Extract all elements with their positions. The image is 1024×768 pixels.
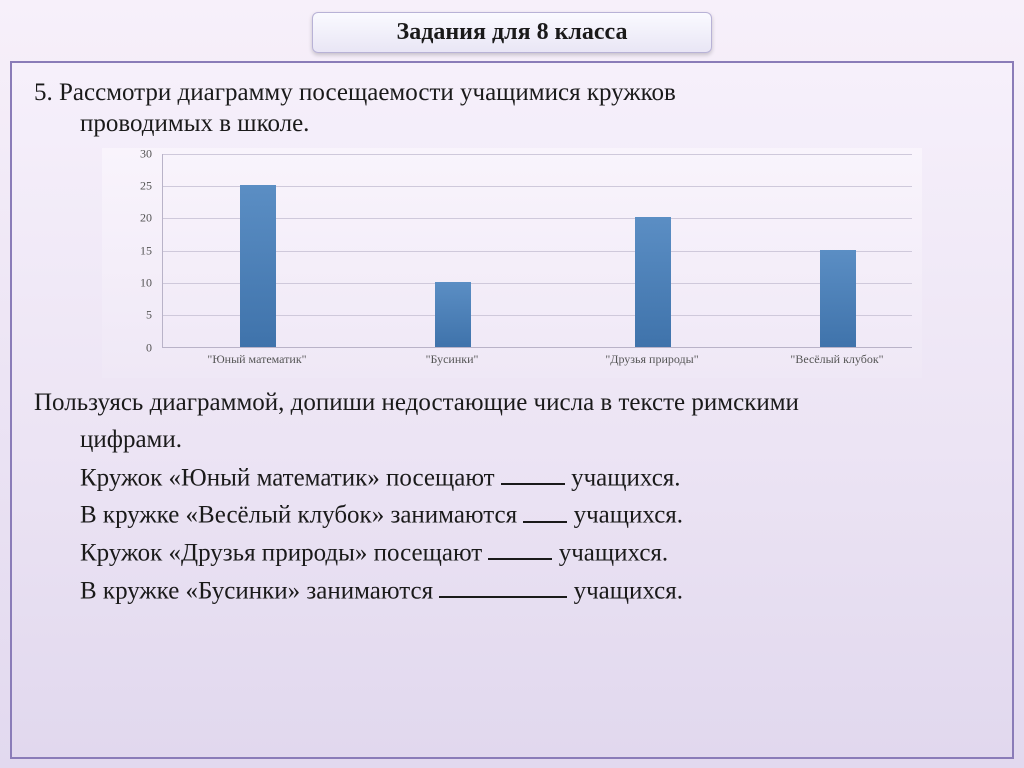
content-panel: 5. Рассмотри диаграмму посещаемости учащ…: [10, 61, 1014, 759]
q3-pre: Кружок «Друзья природы» посещают: [80, 539, 488, 566]
q1-post: учащихся.: [571, 464, 680, 491]
y-tick-label: 30: [140, 146, 152, 161]
q4-blank[interactable]: [439, 572, 567, 598]
instructions-line-1: Пользуясь диаграммой, допиши недостающие…: [34, 389, 799, 416]
q3-post: учащихся.: [559, 539, 668, 566]
chart-gridline: [163, 154, 912, 155]
q2-post: учащихся.: [574, 502, 683, 529]
q1-blank[interactable]: [501, 459, 565, 485]
x-tick-label: "Бусинки": [426, 352, 479, 367]
chart-plot-area: [162, 154, 912, 348]
question-4: В кружке «Бусинки» занимаются учащихся.: [34, 572, 990, 610]
question-1: Кружок «Юный математик» посещают учащихс…: [34, 459, 990, 497]
y-tick-label: 15: [140, 243, 152, 258]
x-tick-label: "Друзья природы": [605, 352, 698, 367]
chart-bar: [820, 250, 856, 347]
q4-pre: В кружке «Бусинки» занимаются: [80, 577, 439, 604]
instructions-line-2: цифрами.: [34, 421, 990, 459]
chart-bar: [240, 185, 276, 347]
prompt-line-1: 5. Рассмотри диаграмму посещаемости учащ…: [34, 79, 676, 106]
attendance-chart: 0 5 10 15 20 25 30 "Юный математик" "Бусинки" "Д…: [102, 148, 922, 378]
q4-post: учащихся.: [574, 577, 683, 604]
y-tick-label: 25: [140, 178, 152, 193]
task-prompt: 5. Рассмотри диаграмму посещаемости учащ…: [34, 77, 990, 140]
q2-pre: В кружке «Весёлый клубок» занимаются: [80, 502, 523, 529]
y-tick-label: 20: [140, 211, 152, 226]
q1-pre: Кружок «Юный математик» посещают: [80, 464, 501, 491]
chart-bar: [635, 217, 671, 346]
q3-blank[interactable]: [488, 534, 552, 560]
page-title: Задания для 8 класса: [312, 12, 712, 53]
y-tick-label: 10: [140, 275, 152, 290]
y-axis-ticks: 051015202530: [102, 148, 156, 348]
q2-blank[interactable]: [523, 496, 567, 522]
y-tick-label: 0: [146, 340, 152, 355]
fill-in-questions: Пользуясь диаграммой, допиши недостающие…: [34, 384, 990, 610]
question-2: В кружке «Весёлый клубок» занимаются уча…: [34, 496, 990, 534]
question-3: Кружок «Друзья природы» посещают учащихс…: [34, 534, 990, 572]
prompt-line-2: проводимых в школе.: [34, 108, 309, 139]
chart-bar: [435, 282, 471, 347]
y-tick-label: 5: [146, 308, 152, 323]
x-tick-label: "Юный математик": [207, 352, 306, 367]
x-tick-label: "Весёлый клубок": [790, 352, 883, 367]
